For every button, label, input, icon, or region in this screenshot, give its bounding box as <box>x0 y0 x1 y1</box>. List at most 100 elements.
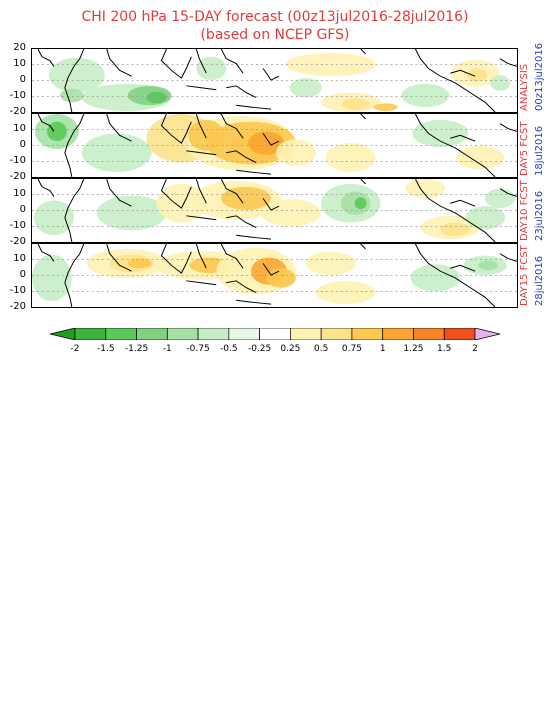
colorbar-tick-label: -0.25 <box>247 344 272 354</box>
shaded-region <box>48 57 105 93</box>
coastline <box>160 114 192 144</box>
coastline <box>360 49 366 55</box>
shaded-region <box>412 119 469 147</box>
coastline <box>236 169 272 175</box>
colorbar-over-triangle <box>474 328 500 340</box>
shaded-region <box>354 197 367 210</box>
colorbar-tick-label: -2 <box>70 344 80 354</box>
coastline <box>262 198 280 211</box>
colorbar-under-triangle <box>50 328 76 340</box>
colorbar-box <box>413 328 445 340</box>
y-tick-label: 0 <box>19 204 26 215</box>
colorbar-box <box>443 328 476 340</box>
coastline <box>262 133 280 146</box>
colorbar-tick-label: 1.5 <box>437 344 452 354</box>
coastline <box>414 49 496 112</box>
colorbar-tick-label: 2 <box>472 344 478 354</box>
panel-map <box>32 49 517 112</box>
coastline <box>499 188 517 197</box>
coastline <box>226 85 257 98</box>
map-panel <box>31 178 518 243</box>
colorbar-box <box>136 328 168 340</box>
colorbar-box <box>382 328 414 340</box>
y-tick-label: -10 <box>9 285 26 296</box>
coastline <box>37 244 55 262</box>
colorbar-tick-label: 0.5 <box>313 344 329 354</box>
shaded-region <box>59 88 84 103</box>
coastline <box>106 49 132 77</box>
shaded-region <box>81 133 152 173</box>
map-panel <box>31 243 518 308</box>
coastline <box>220 179 244 204</box>
coastline <box>450 134 476 142</box>
y-tick-label: 20 <box>13 42 26 53</box>
coastline <box>236 234 272 240</box>
shaded-region <box>305 251 356 276</box>
panel-label: DAY15 FCST <box>519 245 530 306</box>
coastline <box>37 179 55 197</box>
shaded-region <box>266 268 296 288</box>
map-panel <box>31 113 518 178</box>
colorbar-tick-label: -0.5 <box>220 344 238 354</box>
shaded-region <box>32 254 72 302</box>
colorbar-box <box>259 328 291 340</box>
figure-title: CHI 200 hPa 15-DAY forecast (00z13jul201… <box>81 9 469 25</box>
coastline <box>360 244 366 250</box>
coastline <box>160 179 192 209</box>
shaded-region <box>490 75 511 91</box>
coastline <box>195 179 207 204</box>
colorbar <box>50 328 500 340</box>
shaded-region <box>196 56 227 81</box>
y-tick-label: -20 <box>9 106 26 117</box>
coastline <box>106 114 132 142</box>
panel-label: ANALYSIS <box>519 63 530 111</box>
shaded-region <box>275 139 316 167</box>
colorbar-tick-label: 1.25 <box>403 344 424 354</box>
coastline <box>64 49 85 112</box>
shaded-region <box>261 199 321 227</box>
colorbar-box <box>351 328 384 340</box>
colorbar-tick-label: -1.25 <box>124 344 149 354</box>
colorbar-box <box>320 328 353 340</box>
coastline <box>499 123 517 132</box>
y-tick-label: 10 <box>13 188 26 199</box>
panel-date: 23jul2016 <box>534 190 545 241</box>
shaded-region <box>440 222 471 237</box>
shaded-region <box>405 179 446 199</box>
coastline <box>414 244 496 307</box>
panel-date: 00z13jul2016 <box>534 42 545 111</box>
panel-map <box>32 179 517 242</box>
shaded-region <box>341 98 370 111</box>
colorbar-tick-label: -1.5 <box>96 344 115 354</box>
coastline <box>262 263 280 276</box>
colorbar-tick-label: 1 <box>379 344 386 354</box>
panel-date: 18jul2016 <box>534 125 545 176</box>
colorbar-box <box>228 328 260 340</box>
coastline <box>37 114 55 132</box>
coastline <box>220 244 244 269</box>
coastline <box>106 179 132 207</box>
y-tick-label: 10 <box>13 123 26 134</box>
panel-label: DAY10 FCST <box>519 180 530 241</box>
coastline <box>236 104 272 110</box>
coastline <box>360 179 366 185</box>
figure-subtitle: (based on NCEP GFS) <box>200 27 350 43</box>
coastline <box>450 264 476 272</box>
shaded-region <box>410 264 461 292</box>
y-tick-label: 0 <box>19 269 26 280</box>
shaded-region <box>467 68 488 82</box>
shaded-region <box>465 206 506 230</box>
colorbar-box <box>105 328 137 340</box>
shaded-region <box>456 145 505 170</box>
y-tick-label: -20 <box>9 236 26 247</box>
coastline <box>220 49 244 74</box>
panel-date: 28jul2016 <box>534 255 545 306</box>
coastline <box>360 114 366 120</box>
shaded-region <box>127 258 152 269</box>
coastline <box>226 215 257 228</box>
shaded-region <box>373 103 398 112</box>
y-tick-label: 0 <box>19 139 26 150</box>
coastline <box>226 150 257 163</box>
coastline <box>414 114 496 177</box>
